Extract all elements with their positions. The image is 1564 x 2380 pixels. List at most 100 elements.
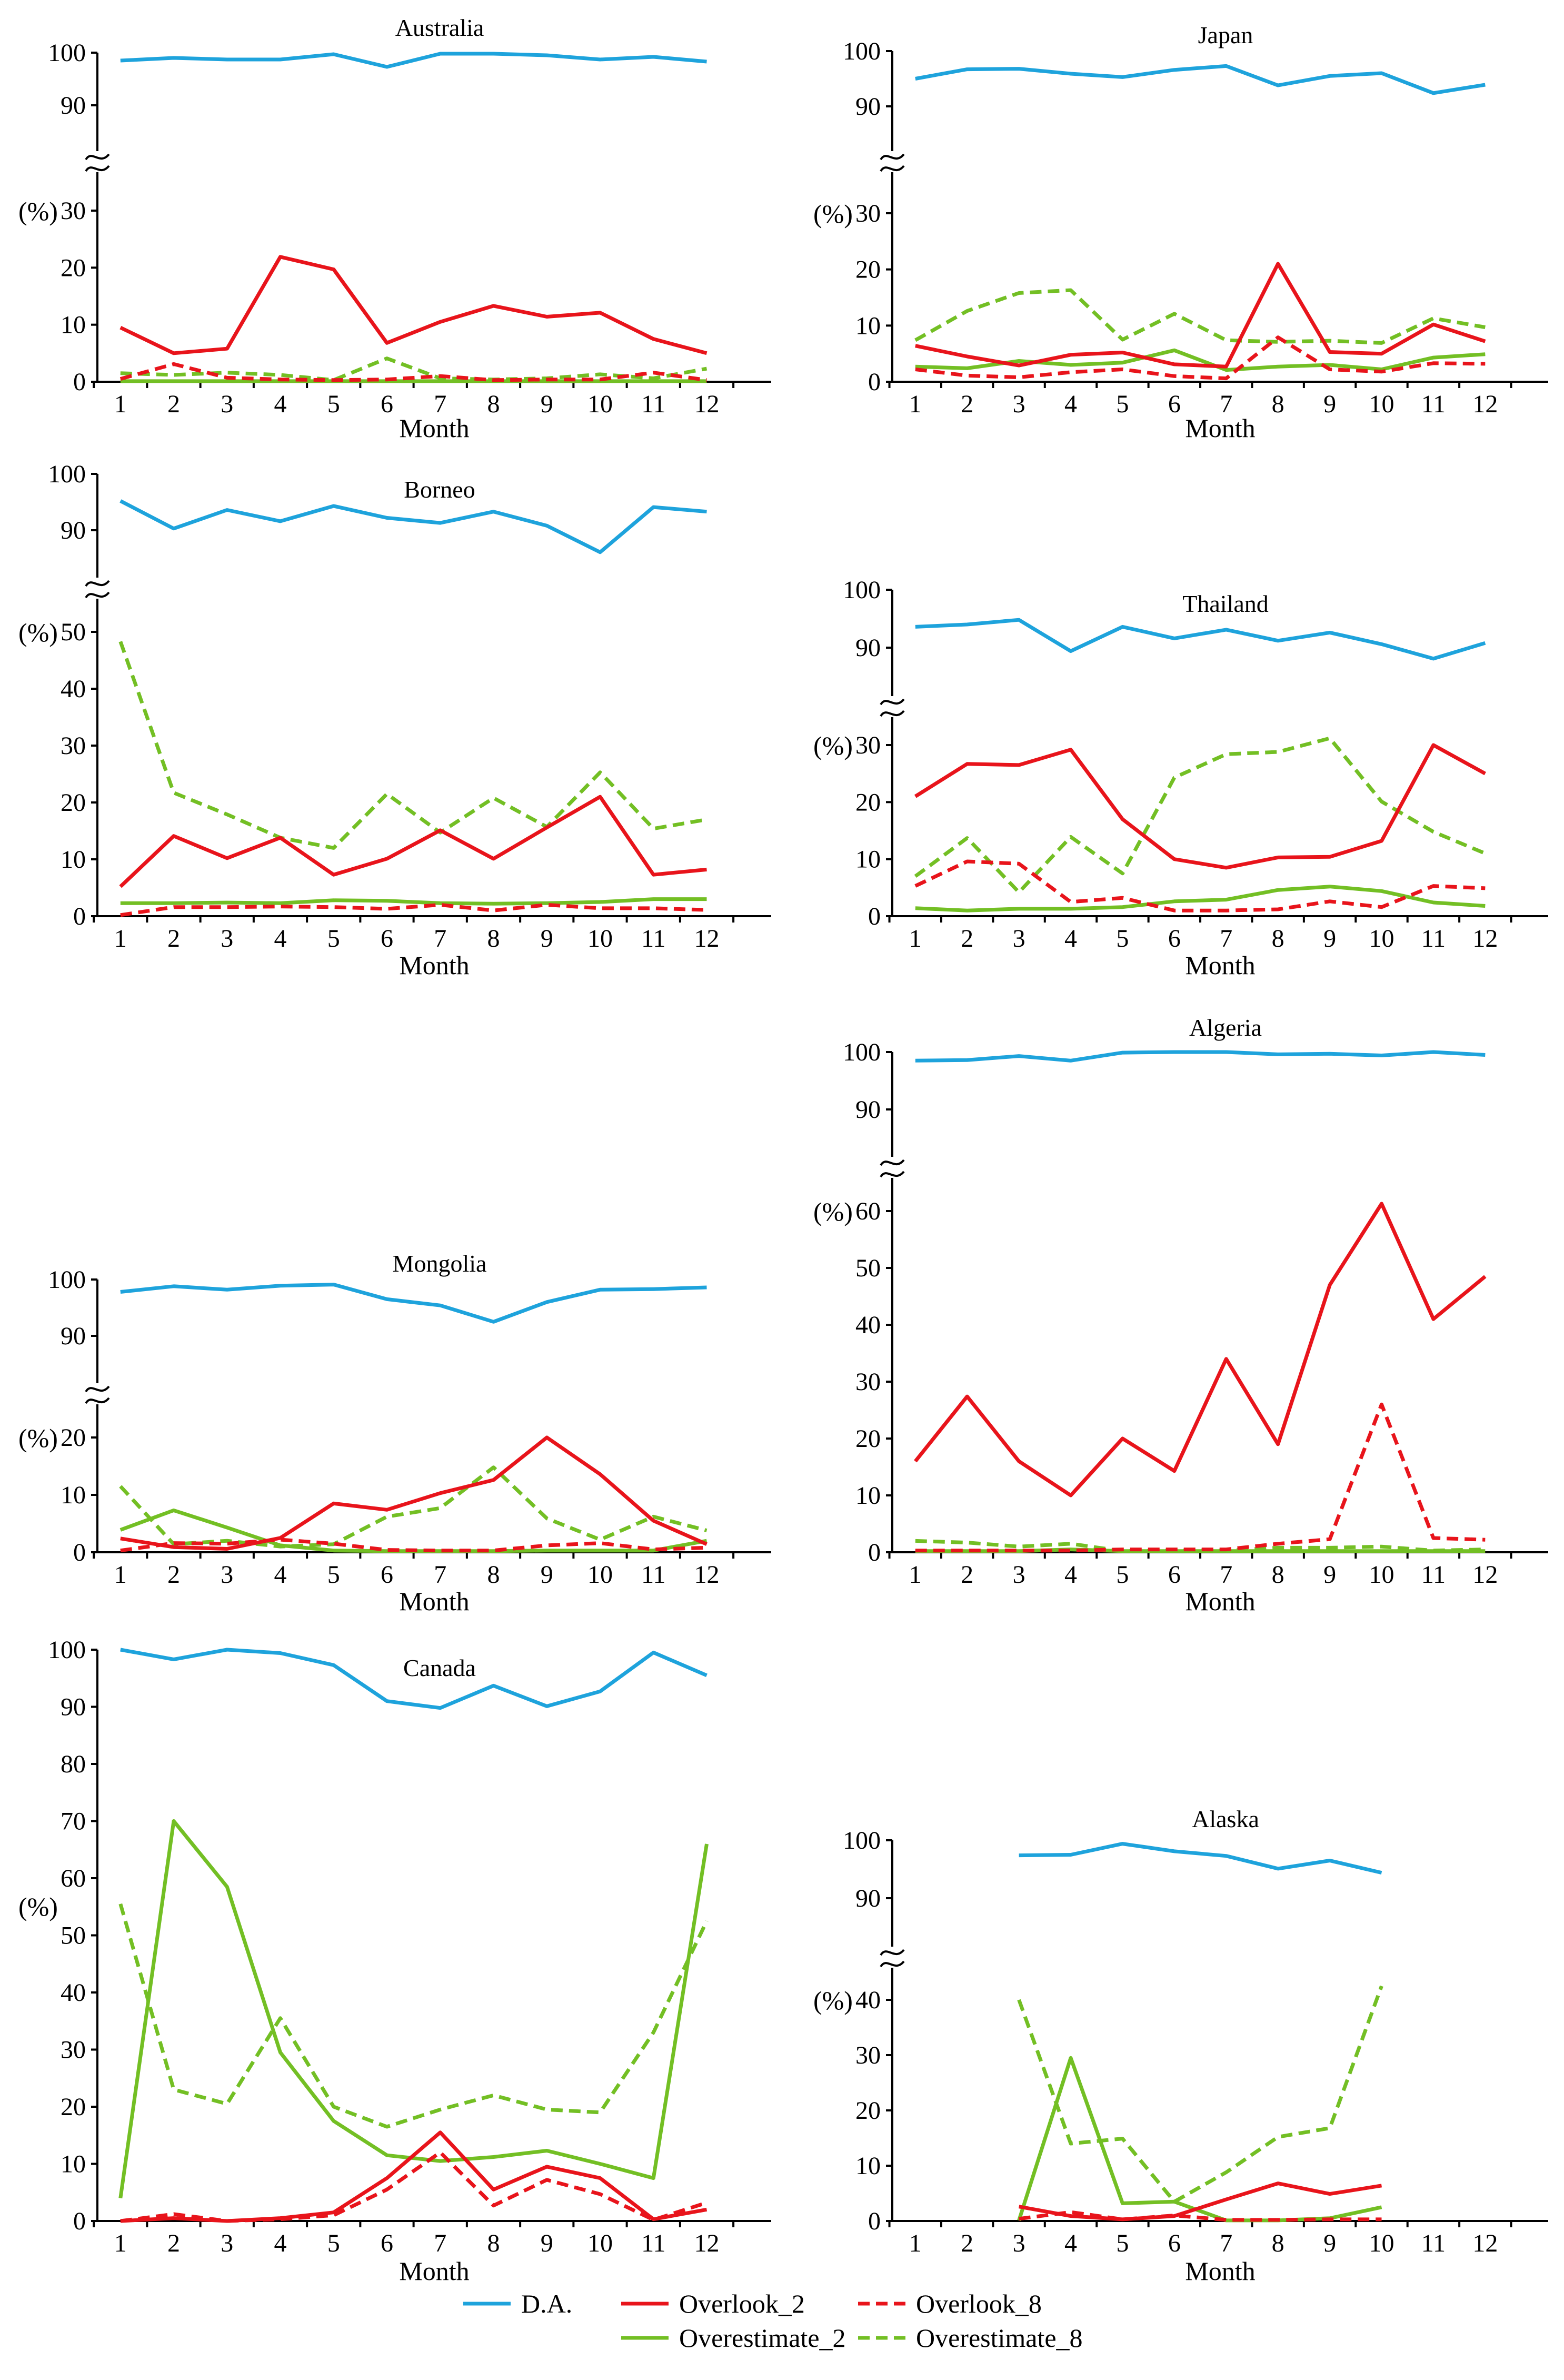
series-line-overlook-8 xyxy=(915,1402,1486,1553)
x-axis-title: Month xyxy=(1185,413,1255,443)
x-tick-label: 5 xyxy=(327,925,340,953)
x-tick-label: 10 xyxy=(1369,2229,1394,2257)
x-tick-label: 8 xyxy=(1272,390,1284,418)
y-tick-label-lower: 0 xyxy=(868,1539,881,1566)
x-tick-label: 10 xyxy=(587,925,613,953)
x-tick-label: 7 xyxy=(1220,1561,1232,1589)
axis-break-mark xyxy=(85,1397,110,1404)
x-tick-label: 8 xyxy=(1272,925,1284,953)
y-tick-label-lower: 0 xyxy=(868,2207,881,2235)
y-tick-label-upper: 90 xyxy=(61,517,86,544)
y-axis-title: (%) xyxy=(813,1986,853,2015)
x-tick-label: 11 xyxy=(641,1561,665,1589)
x-tick-label: 12 xyxy=(694,390,720,418)
x-tick-label: 1 xyxy=(909,1561,922,1589)
x-tick-label: 3 xyxy=(221,390,233,418)
axis-break-mark xyxy=(880,165,905,172)
x-tick-label: 5 xyxy=(327,1561,340,1589)
x-tick-label: 12 xyxy=(1472,2229,1498,2257)
x-tick-label: 12 xyxy=(1472,390,1498,418)
series-line-d-a- xyxy=(119,499,707,554)
legend-label: Overlook_2 xyxy=(679,2289,805,2318)
y-tick-label-lower: 10 xyxy=(855,2152,881,2180)
x-tick-label: 12 xyxy=(1472,1561,1498,1589)
series-line-overestimate-8 xyxy=(118,1903,709,2129)
x-tick-label: 9 xyxy=(541,2229,553,2257)
x-tick-label: 2 xyxy=(961,390,973,418)
x-tick-label: 4 xyxy=(274,2229,287,2257)
panel-title: Borneo xyxy=(404,476,475,503)
y-tick-label-lower: 20 xyxy=(855,256,881,284)
y-tick-label-lower: 20 xyxy=(61,1424,86,1452)
axis-break-mark xyxy=(880,153,905,161)
y-tick-label-lower: 10 xyxy=(61,846,86,874)
x-tick-label: 1 xyxy=(114,2229,127,2257)
x-tick-label: 6 xyxy=(1168,2229,1181,2257)
y-tick-label-lower: 20 xyxy=(855,2097,881,2125)
y-tick-label-upper: 90 xyxy=(61,92,86,120)
series-line-overlook-2 xyxy=(1018,2181,1382,2222)
y-tick-label-lower: 10 xyxy=(855,1482,881,1510)
x-tick-label: 8 xyxy=(487,925,500,953)
y-tick-label-lower: 30 xyxy=(855,200,881,227)
x-tick-label: 1 xyxy=(909,390,922,418)
series-line-overestimate-8 xyxy=(1017,1985,1383,2204)
x-tick-label: 6 xyxy=(381,2229,393,2257)
x-tick-label: 6 xyxy=(1168,390,1181,418)
series-line-overlook-8 xyxy=(915,335,1486,381)
series-line-overestimate-2 xyxy=(915,885,1486,913)
x-tick-label: 3 xyxy=(1013,1561,1025,1589)
x-tick-label: 6 xyxy=(381,390,393,418)
y-tick-label-lower: 30 xyxy=(855,1368,881,1396)
series-line-overestimate-8 xyxy=(914,288,1486,345)
x-tick-label: 1 xyxy=(114,925,127,953)
x-tick-label: 11 xyxy=(641,2229,665,2257)
y-axis-title: (%) xyxy=(18,618,58,647)
legend-label: Overestimate_2 xyxy=(679,2323,846,2353)
x-tick-label: 4 xyxy=(1064,1561,1077,1589)
y-tick-label-lower: 10 xyxy=(61,311,86,339)
series-line-overlook-2 xyxy=(914,1202,1487,1498)
y-tick-label-main: 50 xyxy=(61,1922,86,1950)
y-tick-label-upper: 90 xyxy=(855,1885,881,1912)
axis-break-mark xyxy=(880,1960,905,1968)
y-tick-label-main: 90 xyxy=(61,1693,86,1721)
x-tick-label: 4 xyxy=(1064,925,1077,953)
legend-label: Overlook_8 xyxy=(916,2289,1042,2318)
x-tick-label: 12 xyxy=(694,925,720,953)
x-tick-label: 3 xyxy=(221,1561,233,1589)
series-line-overlook-8 xyxy=(120,903,707,917)
y-tick-label-lower: 10 xyxy=(61,1481,86,1509)
y-tick-label-main: 0 xyxy=(73,2207,86,2235)
y-tick-label-lower: 0 xyxy=(868,903,881,930)
y-tick-label-main: 60 xyxy=(61,1865,86,1892)
x-tick-label: 9 xyxy=(1323,1561,1336,1589)
series-line-overlook-8 xyxy=(119,362,707,382)
x-tick-label: 2 xyxy=(167,2229,180,2257)
x-tick-label: 7 xyxy=(434,1561,446,1589)
x-tick-label: 8 xyxy=(1272,1561,1284,1589)
y-tick-label-lower: 30 xyxy=(61,197,86,225)
x-tick-label: 7 xyxy=(1220,925,1232,953)
series-line-d-a- xyxy=(120,52,707,69)
x-tick-label: 11 xyxy=(641,925,665,953)
y-axis-title: (%) xyxy=(18,196,58,226)
y-tick-label-upper: 100 xyxy=(843,37,881,65)
x-tick-label: 8 xyxy=(487,390,500,418)
x-tick-label: 4 xyxy=(274,925,287,953)
x-tick-label: 2 xyxy=(167,390,180,418)
series-line-overestimate-2 xyxy=(120,897,707,906)
legend-item-d-a-: D.A. xyxy=(463,2289,572,2318)
x-axis-title: Month xyxy=(399,2256,469,2286)
x-tick-label: 3 xyxy=(1013,925,1025,953)
x-tick-label: 5 xyxy=(1116,2229,1129,2257)
x-tick-label: 4 xyxy=(274,1561,287,1589)
x-tick-label: 11 xyxy=(641,390,665,418)
x-tick-label: 1 xyxy=(114,390,127,418)
x-tick-label: 10 xyxy=(587,390,613,418)
y-tick-label-lower: 50 xyxy=(61,618,86,646)
legend-item-overlook-2: Overlook_2 xyxy=(621,2289,805,2318)
y-tick-label-main: 40 xyxy=(61,1979,86,2007)
y-axis-title: (%) xyxy=(18,1423,58,1453)
